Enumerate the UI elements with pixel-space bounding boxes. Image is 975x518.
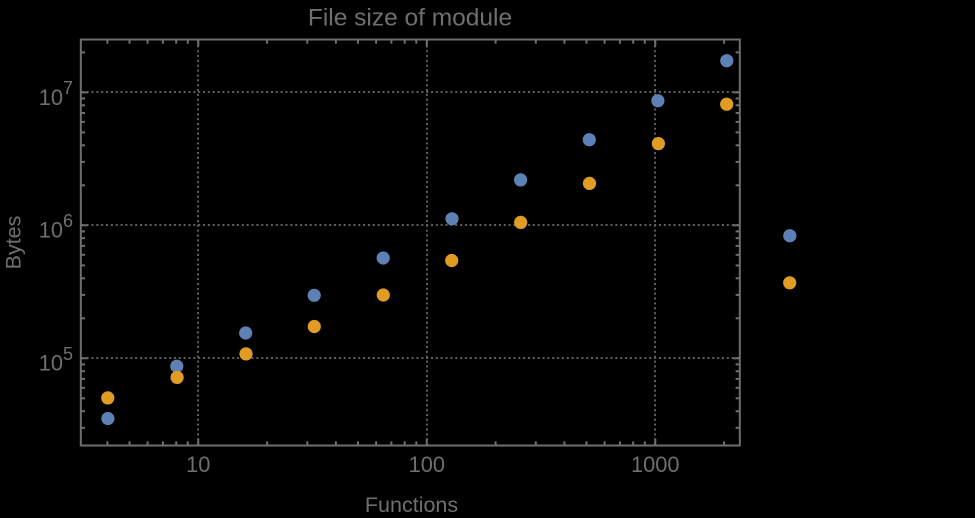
svg-text:100: 100 [409,452,445,477]
svg-text:10: 10 [186,452,210,477]
svg-text:Functions: Functions [365,493,458,513]
svg-text:Bytes: Bytes [2,216,26,270]
svg-text:1000: 1000 [631,452,680,477]
svg-text:File size of module: File size of module [308,4,512,31]
